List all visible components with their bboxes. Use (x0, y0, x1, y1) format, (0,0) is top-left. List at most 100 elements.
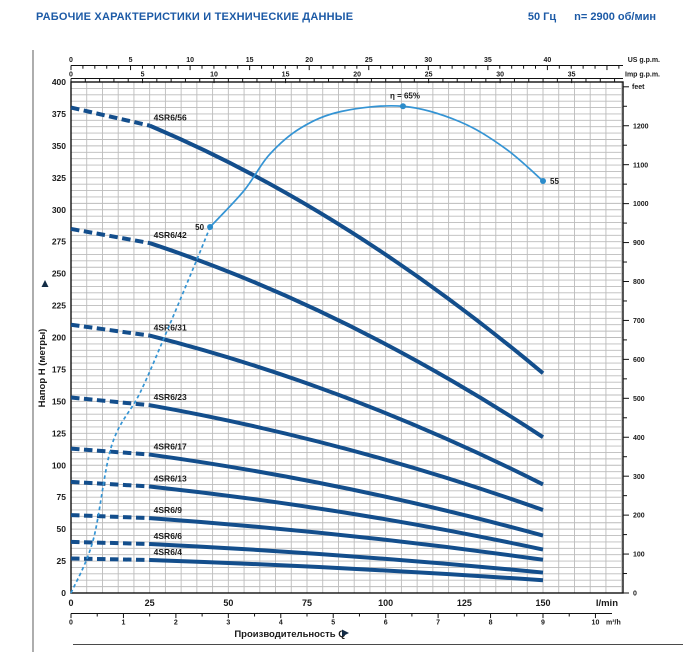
tick-label: 125 (457, 598, 472, 608)
tick-label: 75 (302, 598, 312, 608)
tick-label: 300 (52, 205, 66, 215)
tick-label: 75 (57, 492, 67, 502)
tick-label: 200 (52, 333, 66, 343)
tick-label: 375 (52, 109, 66, 119)
tick-label: 10 (592, 620, 600, 627)
tick-label: 1 (121, 620, 125, 627)
tick-label: 175 (52, 364, 66, 374)
tick-label: 0 (69, 72, 73, 79)
tick-label: 0 (61, 588, 66, 598)
tick-label: 900 (633, 240, 645, 247)
tick-label: 50 (223, 598, 233, 608)
tick-label: 20 (305, 57, 313, 64)
tick-label: 8 (489, 620, 493, 627)
tick-label: 225 (52, 301, 66, 311)
tick-label: 125 (52, 428, 66, 438)
curve-4sr6-13-dashed (70, 479, 150, 489)
tick-label: 40 (544, 57, 552, 64)
tick-label: 0 (69, 57, 73, 64)
tick-label: 25 (57, 556, 67, 566)
axis-unit-label: Imp g.p.m. (625, 72, 660, 79)
tick-label: 6 (384, 620, 388, 627)
tick-label: 300 (633, 474, 645, 481)
tick-label: 500 (633, 396, 645, 403)
tick-label: 30 (424, 57, 432, 64)
tick-label: 100 (52, 460, 66, 470)
efficiency-marker (540, 178, 546, 185)
tick-label: 0 (68, 598, 73, 608)
speed-label: n= 2900 об/мин (574, 11, 656, 23)
tick-label: 7 (436, 620, 440, 627)
tick-label: 35 (484, 57, 492, 64)
tick-label: 50 (57, 524, 67, 534)
curve-4sr6-6-dashed (70, 539, 150, 546)
right-arrow-icon (342, 629, 349, 637)
curve-4sr6-56-label: 4SR6/56 (154, 113, 187, 123)
curve-4sr6-6-label: 4SR6/6 (154, 531, 183, 541)
tick-label: 600 (633, 357, 645, 364)
efficiency-marker (399, 103, 406, 110)
tick-label: 0 (69, 620, 73, 627)
tick-label: 25 (365, 57, 373, 64)
tick-label: 400 (633, 435, 645, 442)
curve-4sr6-6 (149, 541, 544, 575)
tick-label: 200 (633, 513, 645, 520)
curve-4sr6-42 (149, 241, 545, 439)
curve-4sr6-23-dashed (70, 395, 150, 408)
efficiency-marker-label: 50 (195, 223, 204, 232)
tick-label: 800 (633, 279, 645, 286)
tick-label: 30 (496, 72, 504, 79)
curve-4sr6-23-label: 4SR6/23 (154, 392, 187, 402)
tick-label: 100 (633, 552, 645, 559)
tick-label: 700 (633, 318, 645, 325)
curve-4sr6-31-label: 4SR6/31 (154, 323, 187, 333)
curve-4sr6-9 (149, 516, 544, 562)
us-gpm-axis: 0 5 10 15 20 25 30 35 40 US g.p.m. (69, 57, 660, 71)
tick-label: 325 (52, 173, 66, 183)
curve-4sr6-56 (148, 123, 545, 375)
efficiency-marker-label: 55 (550, 177, 559, 186)
tick-label: 100 (378, 598, 393, 608)
tick-label: 20 (353, 72, 361, 79)
curve-4sr6-23 (149, 403, 544, 512)
axis-unit-label: l/min (596, 598, 618, 609)
tick-label: 5 (331, 620, 335, 627)
efficiency-curve-dashed (70, 226, 211, 594)
m3h-axis: 0 1 2 3 4 5 6 7 8 9 10 m³/h (69, 612, 621, 627)
efficiency-marker (207, 223, 214, 230)
tick-label: 400 (52, 77, 66, 87)
tick-label: 1000 (633, 201, 649, 208)
tick-label: 0 (633, 591, 637, 598)
axis-unit-label: m³/h (606, 620, 621, 627)
tick-label: 15 (282, 72, 290, 79)
meters-axis: 0 25 50 75 100 125 150 175 200 225 250 275 300 325 350… (52, 77, 66, 598)
tick-label: 3 (226, 620, 230, 627)
tick-label: 15 (246, 57, 254, 64)
curve-4sr6-42-dashed (70, 226, 151, 246)
curve-4sr6-13-label: 4SR6/13 (154, 473, 187, 483)
efficiency-curve (209, 104, 544, 228)
curve-4sr6-4-label: 4SR6/4 (154, 547, 183, 557)
tick-label: 9 (541, 620, 545, 627)
plot-border (70, 81, 624, 594)
tick-label: 150 (535, 598, 550, 608)
curve-4sr6-31 (149, 333, 544, 487)
feet-axis: 0 100 200 300 400 500 600 700 800 900 1000 1100 1200… (623, 84, 649, 598)
tick-label: 2 (174, 620, 178, 627)
x-axis-title: Производительность Q (234, 629, 345, 640)
tick-label: 1200 (633, 123, 649, 130)
curve-4sr6-17 (149, 452, 544, 538)
tick-label: 1100 (633, 162, 648, 169)
tick-label: 5 (141, 72, 145, 79)
tick-label: 275 (52, 237, 66, 247)
curve-4sr6-42-label: 4SR6/42 (154, 230, 187, 240)
y-axis-title: Напор H (метры) (37, 329, 48, 408)
frequency-label: 50 Гц (527, 11, 557, 23)
tick-label: 350 (52, 141, 66, 151)
lpm-axis: 0 25 50 75 100 125 150 l/min (68, 598, 618, 609)
curve-4sr6-4-dashed (70, 556, 150, 562)
tick-label: 150 (52, 396, 66, 406)
curve-4sr6-13 (149, 484, 544, 552)
